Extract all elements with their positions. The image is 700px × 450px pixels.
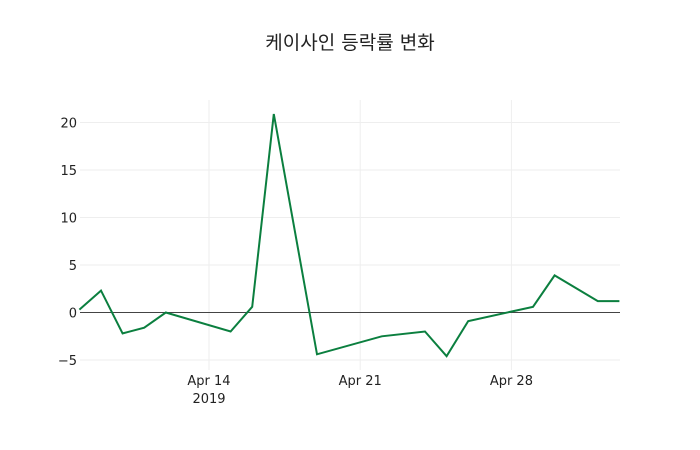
y-tick-label: 0 xyxy=(69,307,77,322)
x-axis: Apr 14 2019 Apr 21 Apr 28 xyxy=(187,374,533,407)
x-tick-label: Apr 21 xyxy=(339,374,382,389)
y-axis: −5 0 5 10 15 20 xyxy=(58,117,77,370)
y-tick-label: −5 xyxy=(58,354,77,369)
x-tick-label: Apr 28 xyxy=(490,374,533,389)
y-tick-label: 10 xyxy=(60,212,77,227)
y-tick-label: 20 xyxy=(60,117,77,132)
y-tick-label: 5 xyxy=(69,259,77,274)
chart-title: 케이사인 등락률 변화 xyxy=(265,32,435,54)
y-tick-label: 15 xyxy=(60,164,77,179)
series-line xyxy=(78,113,620,358)
grid-lines xyxy=(80,100,620,370)
x-tick-year-label: 2019 xyxy=(192,392,225,407)
x-tick-label: Apr 14 xyxy=(187,374,230,389)
